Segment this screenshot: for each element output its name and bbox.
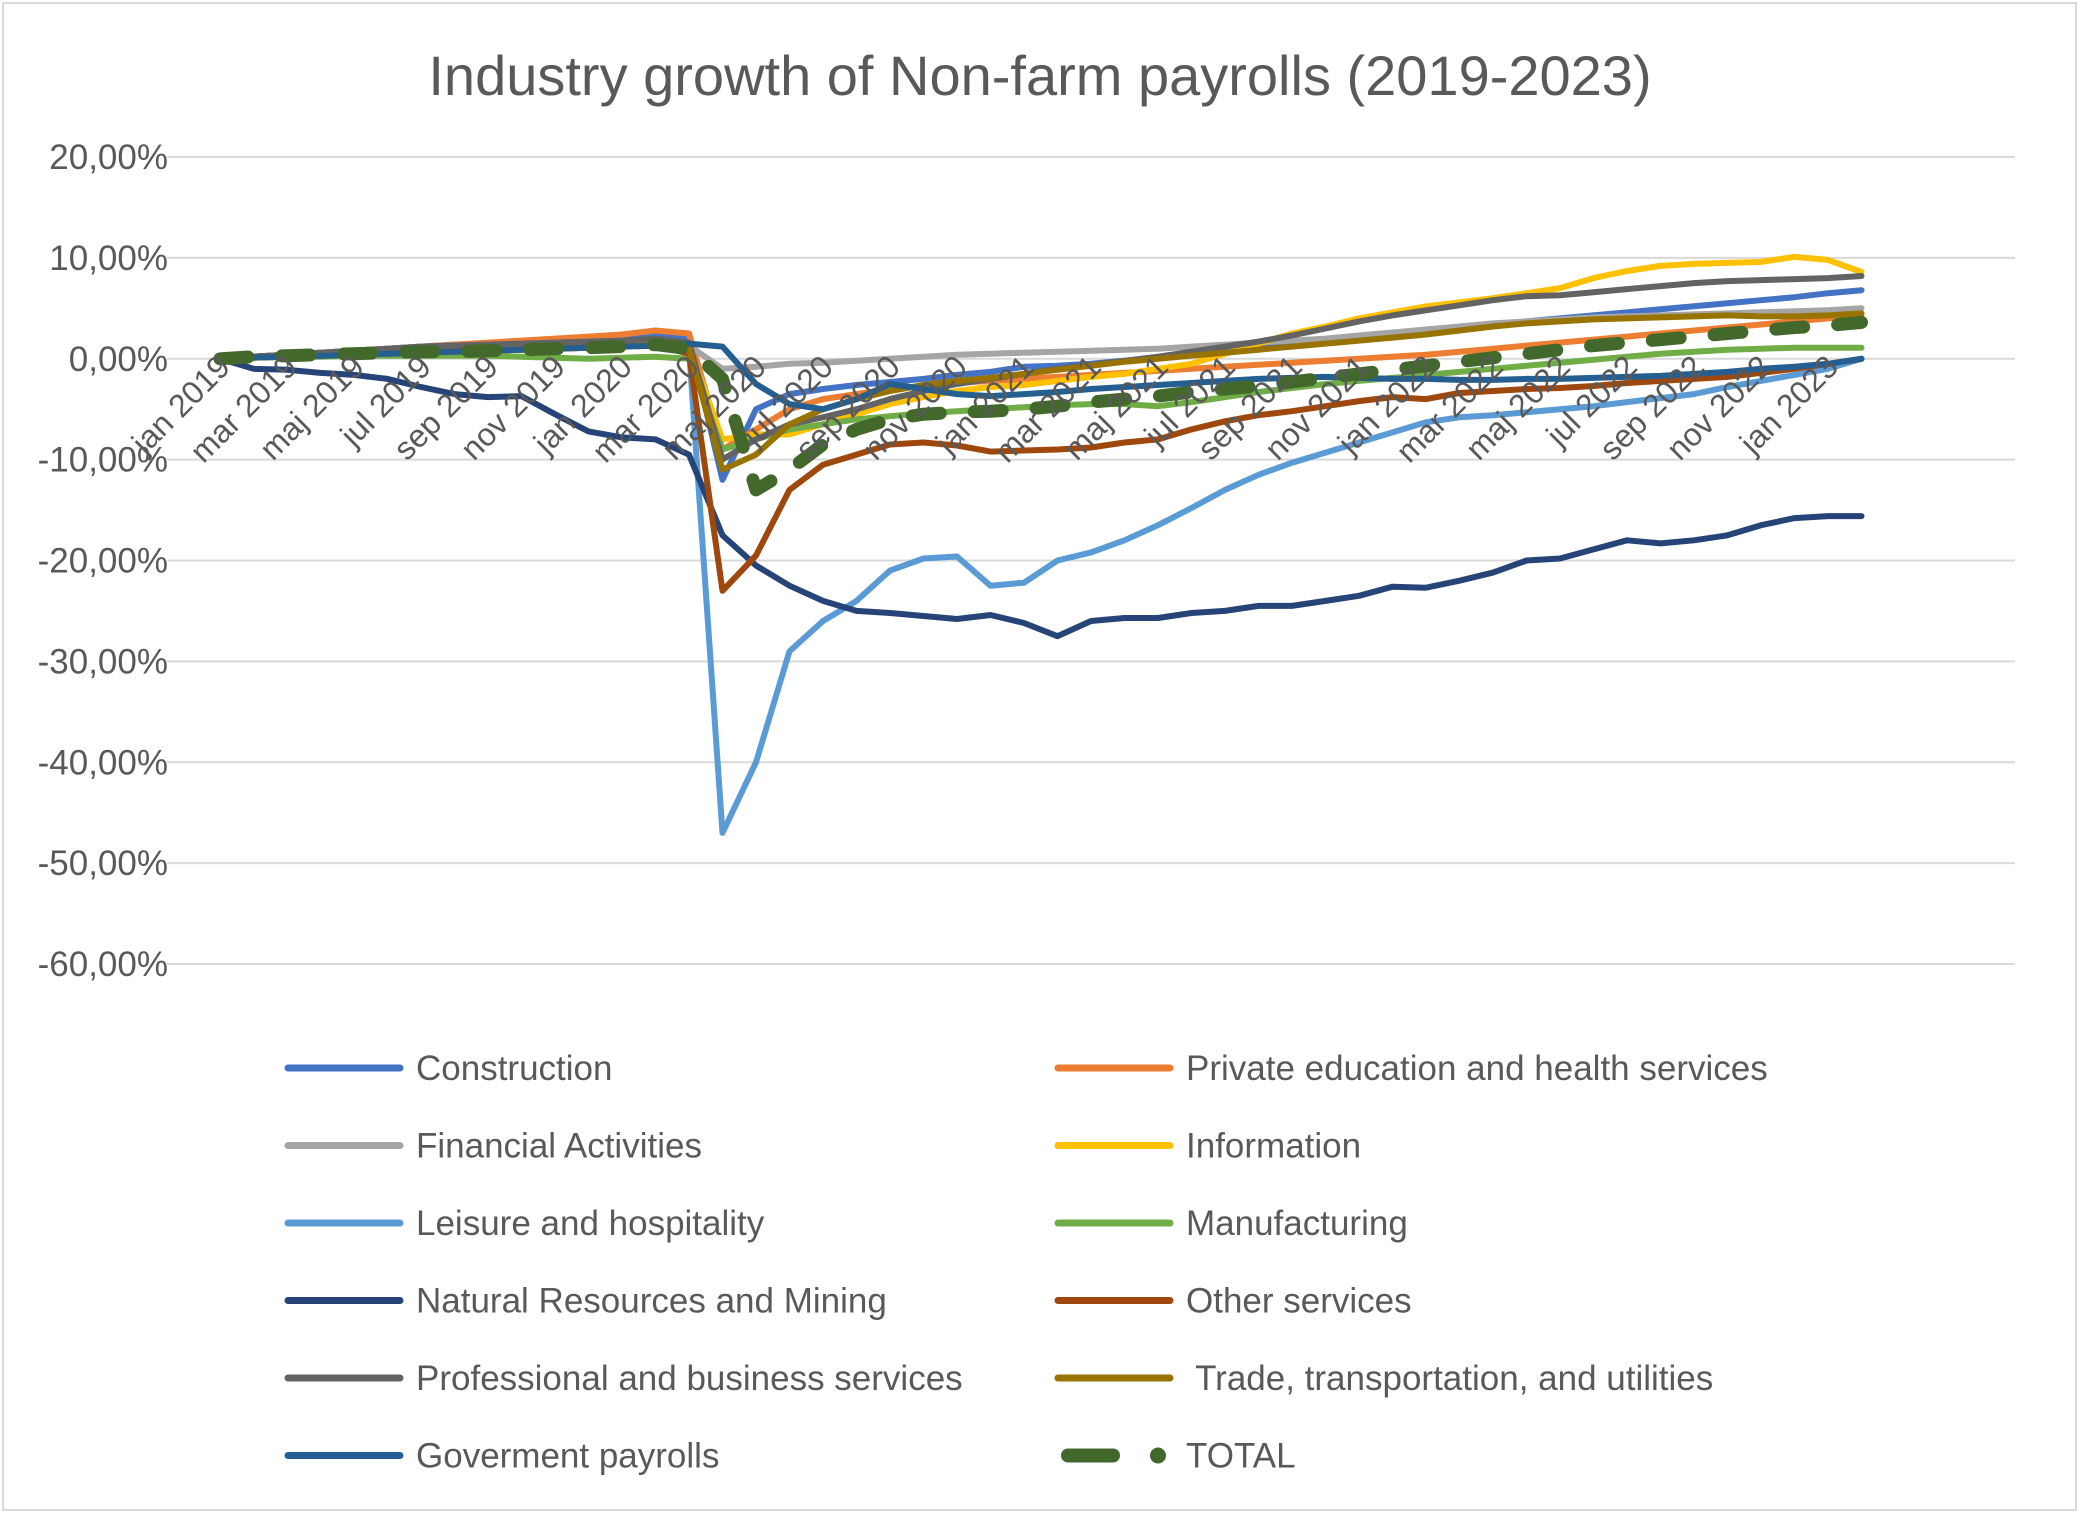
legend-item-total: TOTAL xyxy=(1061,1437,1296,1476)
legend-item-trade-transportation-and-utilities: Trade, transportation, and utilities xyxy=(1054,1359,1713,1398)
legend-swatch-dot xyxy=(1150,1447,1166,1464)
legend-label: Natural Resources and Mining xyxy=(416,1282,887,1321)
y-tick-label: -50,00% xyxy=(38,844,168,883)
series-line-natural-resources-and-mining xyxy=(217,355,1865,640)
legend-label: Information xyxy=(1186,1127,1361,1166)
legend-label: Trade, transportation, and utilities xyxy=(1186,1359,1713,1398)
y-tick-label: 10,00% xyxy=(49,239,168,278)
legend-item-manufacturing: Manufacturing xyxy=(1054,1204,1408,1243)
y-axis-ticks: 20,00% 10,00% 0,00% -10,00% -20,00% -30,00% -4… xyxy=(38,138,168,984)
series-lines xyxy=(213,253,1868,836)
legend-item-financial-activities: Financial Activities xyxy=(284,1127,702,1166)
legend-item-professional-and-business-services: Professional and business services xyxy=(284,1359,963,1398)
legend-label: Construction xyxy=(416,1049,612,1088)
legend-item-natural-resources-and-mining: Natural Resources and Mining xyxy=(284,1282,887,1321)
legend-label: Leisure and hospitality xyxy=(416,1204,765,1243)
legend-label: Private education and health services xyxy=(1186,1049,1768,1088)
legend-label: Professional and business services xyxy=(416,1359,963,1398)
y-tick-label: 20,00% xyxy=(49,138,168,177)
y-tick-label: -30,00% xyxy=(38,642,168,681)
y-tick-label: 0,00% xyxy=(69,340,168,379)
legend-item-private-education-and-health-services: Private education and health services xyxy=(1054,1049,1768,1088)
gridlines xyxy=(167,156,2015,965)
series-line-total xyxy=(213,315,1868,497)
legend-label: TOTAL xyxy=(1186,1437,1296,1476)
legend-item-other-services: Other services xyxy=(1054,1282,1412,1321)
y-tick-label: -20,00% xyxy=(38,542,168,581)
legend-item-construction: Construction xyxy=(284,1049,612,1088)
legend-item-information: Information xyxy=(1054,1127,1361,1166)
y-tick-label: -60,00% xyxy=(38,945,168,984)
legend-label: Goverment payrolls xyxy=(416,1437,719,1476)
legend-label: Manufacturing xyxy=(1186,1204,1408,1243)
legend-label: Financial Activities xyxy=(416,1127,702,1166)
y-tick-label: -10,00% xyxy=(38,441,168,480)
legend: Construction Private education and health… xyxy=(284,1049,1768,1476)
legend-item-leisure-and-hospitality: Leisure and hospitality xyxy=(284,1204,765,1243)
legend-label: Other services xyxy=(1186,1282,1412,1321)
chart-title: Industry growth of Non-farm payrolls (20… xyxy=(428,44,1651,107)
y-tick-label: -40,00% xyxy=(38,743,168,782)
legend-item-goverment-payrolls: Goverment payrolls xyxy=(284,1437,719,1476)
